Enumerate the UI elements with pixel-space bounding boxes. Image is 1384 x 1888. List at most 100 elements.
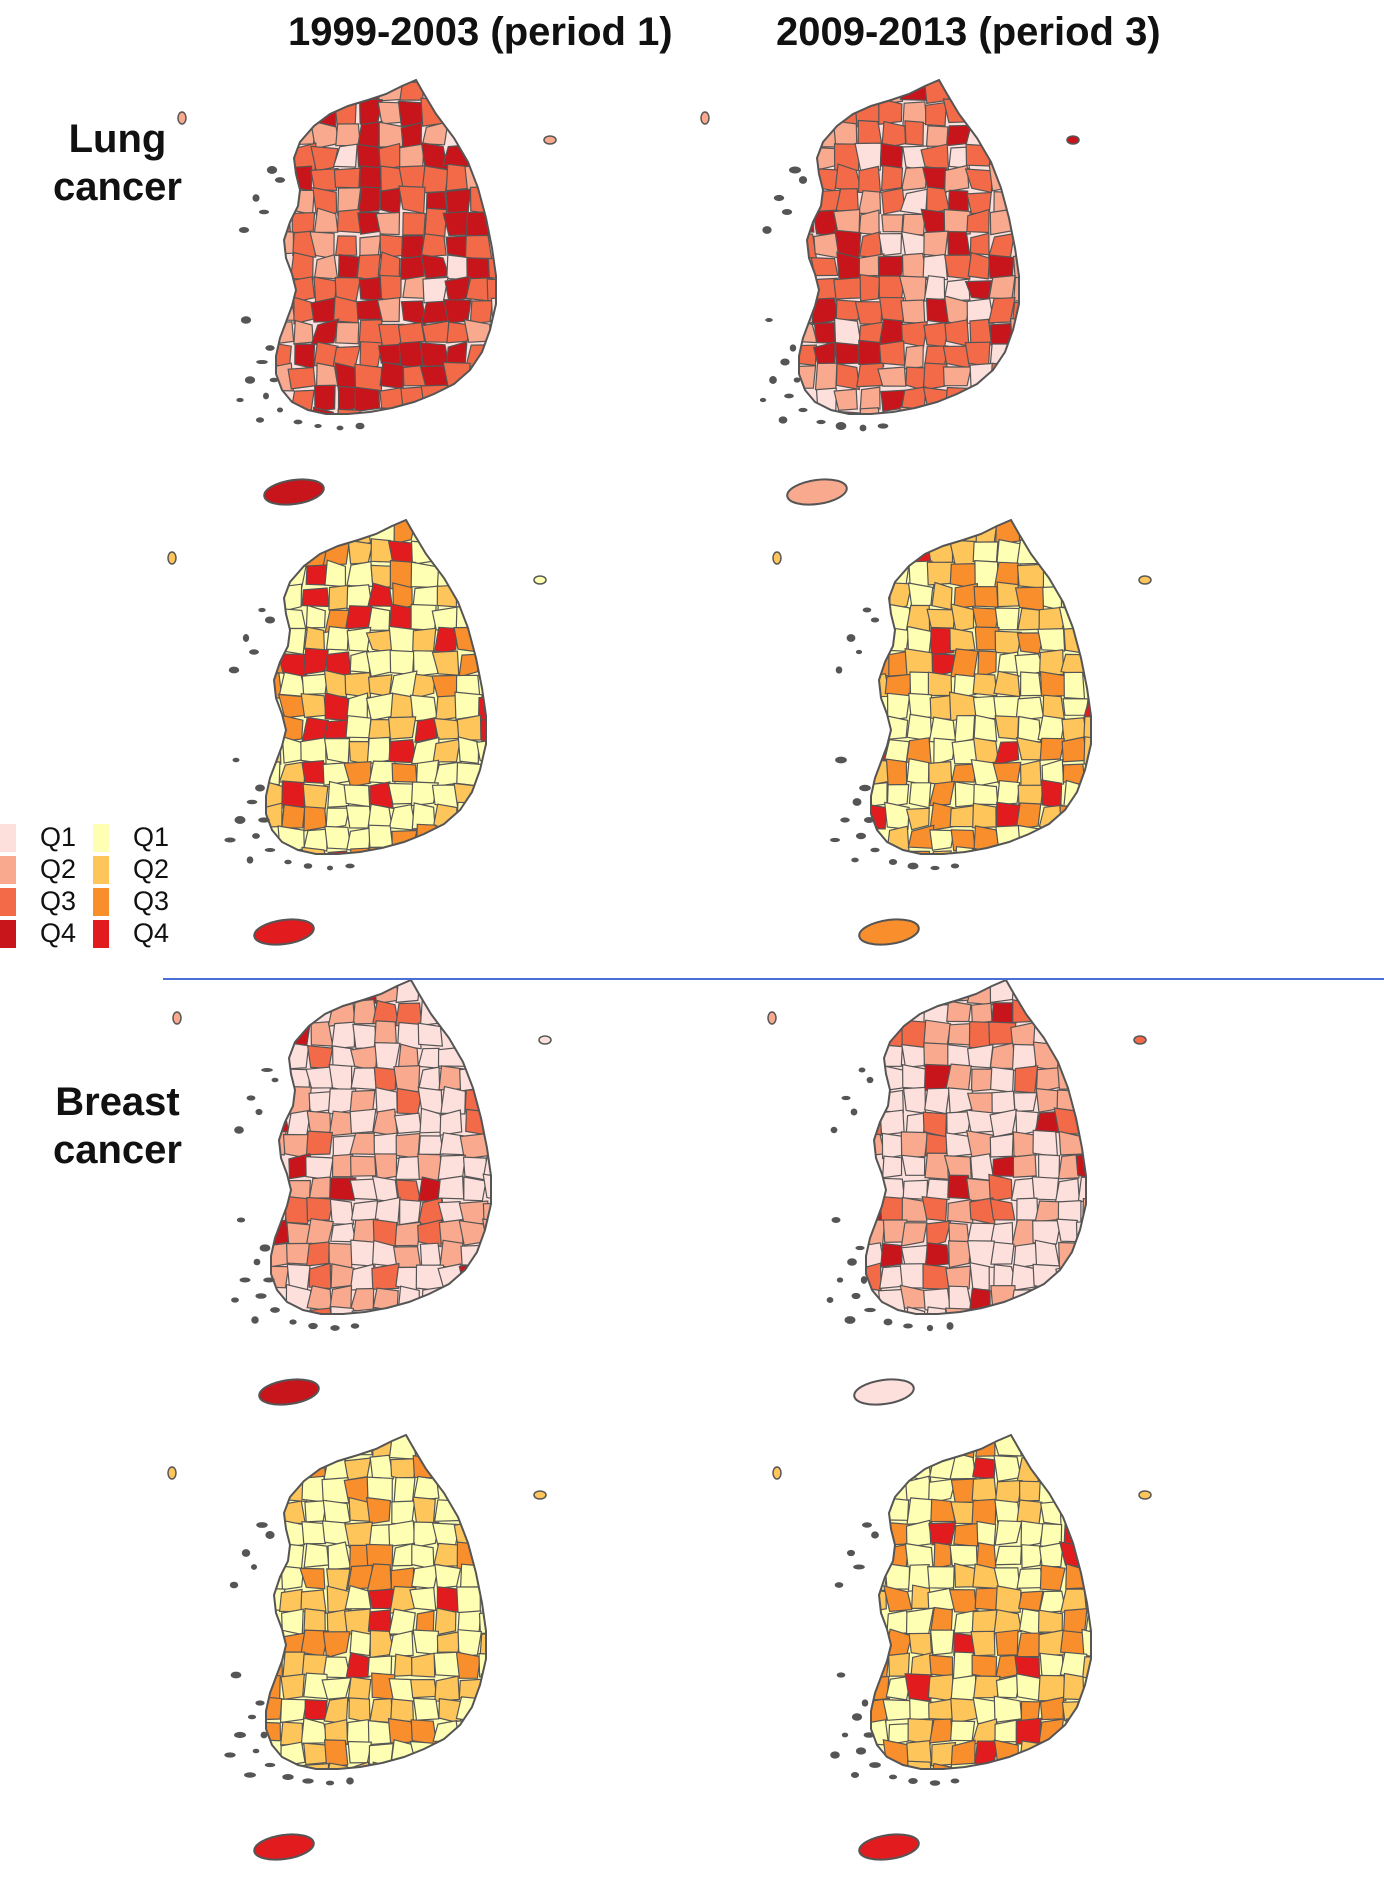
district-region [966,298,995,324]
district-region [290,389,315,414]
coastal-island [855,649,863,655]
coastal-island [346,1777,354,1785]
coastal-island [234,1731,246,1739]
district-region [334,98,357,127]
district-region [322,1631,351,1659]
coastal-island [793,377,801,383]
district-region [953,1522,979,1548]
coastal-island [853,1564,865,1570]
district-region [329,1198,355,1225]
district-region [906,757,930,786]
district-region [303,1542,330,1568]
district-region [900,166,928,192]
district-region [859,386,881,411]
district-region [458,1263,489,1289]
coastal-island [282,1773,294,1781]
legend-red-item: Q2 [0,854,100,886]
district-region [904,120,925,146]
district-region [925,101,948,127]
district-region [420,233,447,258]
district-region [880,164,904,192]
coastal-island [246,799,258,805]
district-region [301,587,330,608]
district-region [994,1520,1023,1546]
district-region [315,362,339,387]
district-region [369,781,394,810]
coastal-island [862,1522,872,1528]
coastal-island [259,1244,271,1252]
ulleung-island [1133,1035,1147,1045]
district-region [928,1654,954,1677]
district-region [882,1585,913,1613]
coastal-island [258,209,270,215]
coastal-island [246,856,254,864]
coastal-island [255,417,265,423]
district-region [880,1022,905,1049]
district-region [399,1199,422,1226]
district-region [349,1155,377,1177]
district-region [942,366,973,387]
legend-red-scale: Q1 Q2 Q3 Q4 [0,822,100,950]
coastal-island [841,1732,849,1738]
district-region [399,255,426,280]
coastal-island [781,208,793,216]
district-region [412,1496,436,1526]
district-region [374,1196,401,1225]
district-region [901,1154,926,1176]
district-region [995,1673,1023,1699]
coastal-island [266,166,278,174]
district-region [415,1610,435,1634]
legend-red-item: Q3 [0,886,100,918]
district-region [1016,1632,1045,1658]
district-region [464,234,493,260]
district-region [878,296,905,322]
district-region [391,762,418,783]
district-region [928,760,953,786]
district-region [966,1109,995,1134]
district-region [310,318,340,346]
district-region [1017,1590,1044,1612]
west-island [767,1011,777,1025]
district-region [344,1584,372,1610]
district-region [814,362,838,391]
district-region [421,320,450,343]
map-panel [177,78,557,506]
district-region [989,1108,1018,1138]
district-region [303,626,326,651]
coastal-island [249,649,259,655]
district-region [943,164,970,193]
district-region [1039,1564,1066,1592]
district-region [991,1090,1016,1114]
coastal-island [831,1217,841,1223]
district-region [943,254,972,280]
district-region [266,1695,283,1721]
ulleung-island [1138,1490,1152,1500]
district-region [969,1261,990,1291]
coastal-island [844,1316,856,1324]
district-region [335,123,362,147]
district-region [410,1652,436,1678]
district-region [368,760,396,785]
district-region [972,802,997,829]
coastal-island [929,1780,941,1786]
coastal-island [244,376,256,384]
coastal-island [784,393,794,399]
district-region [929,829,955,851]
district-region [928,1718,954,1744]
district-region [367,1609,393,1637]
district-region [859,407,882,414]
district-region [950,1674,977,1702]
map-panel [767,978,1147,1406]
district-region [333,167,361,189]
district-region [1037,1609,1064,1633]
district-region [866,1133,886,1158]
district-region [305,1155,334,1181]
coastal-island [265,345,275,351]
district-region [291,211,316,234]
coastal-island [234,816,246,824]
district-region [973,1675,1001,1699]
district-region [925,1220,952,1248]
district-region [878,340,906,366]
coastal-island [263,1277,275,1283]
coastal-island [863,817,875,823]
